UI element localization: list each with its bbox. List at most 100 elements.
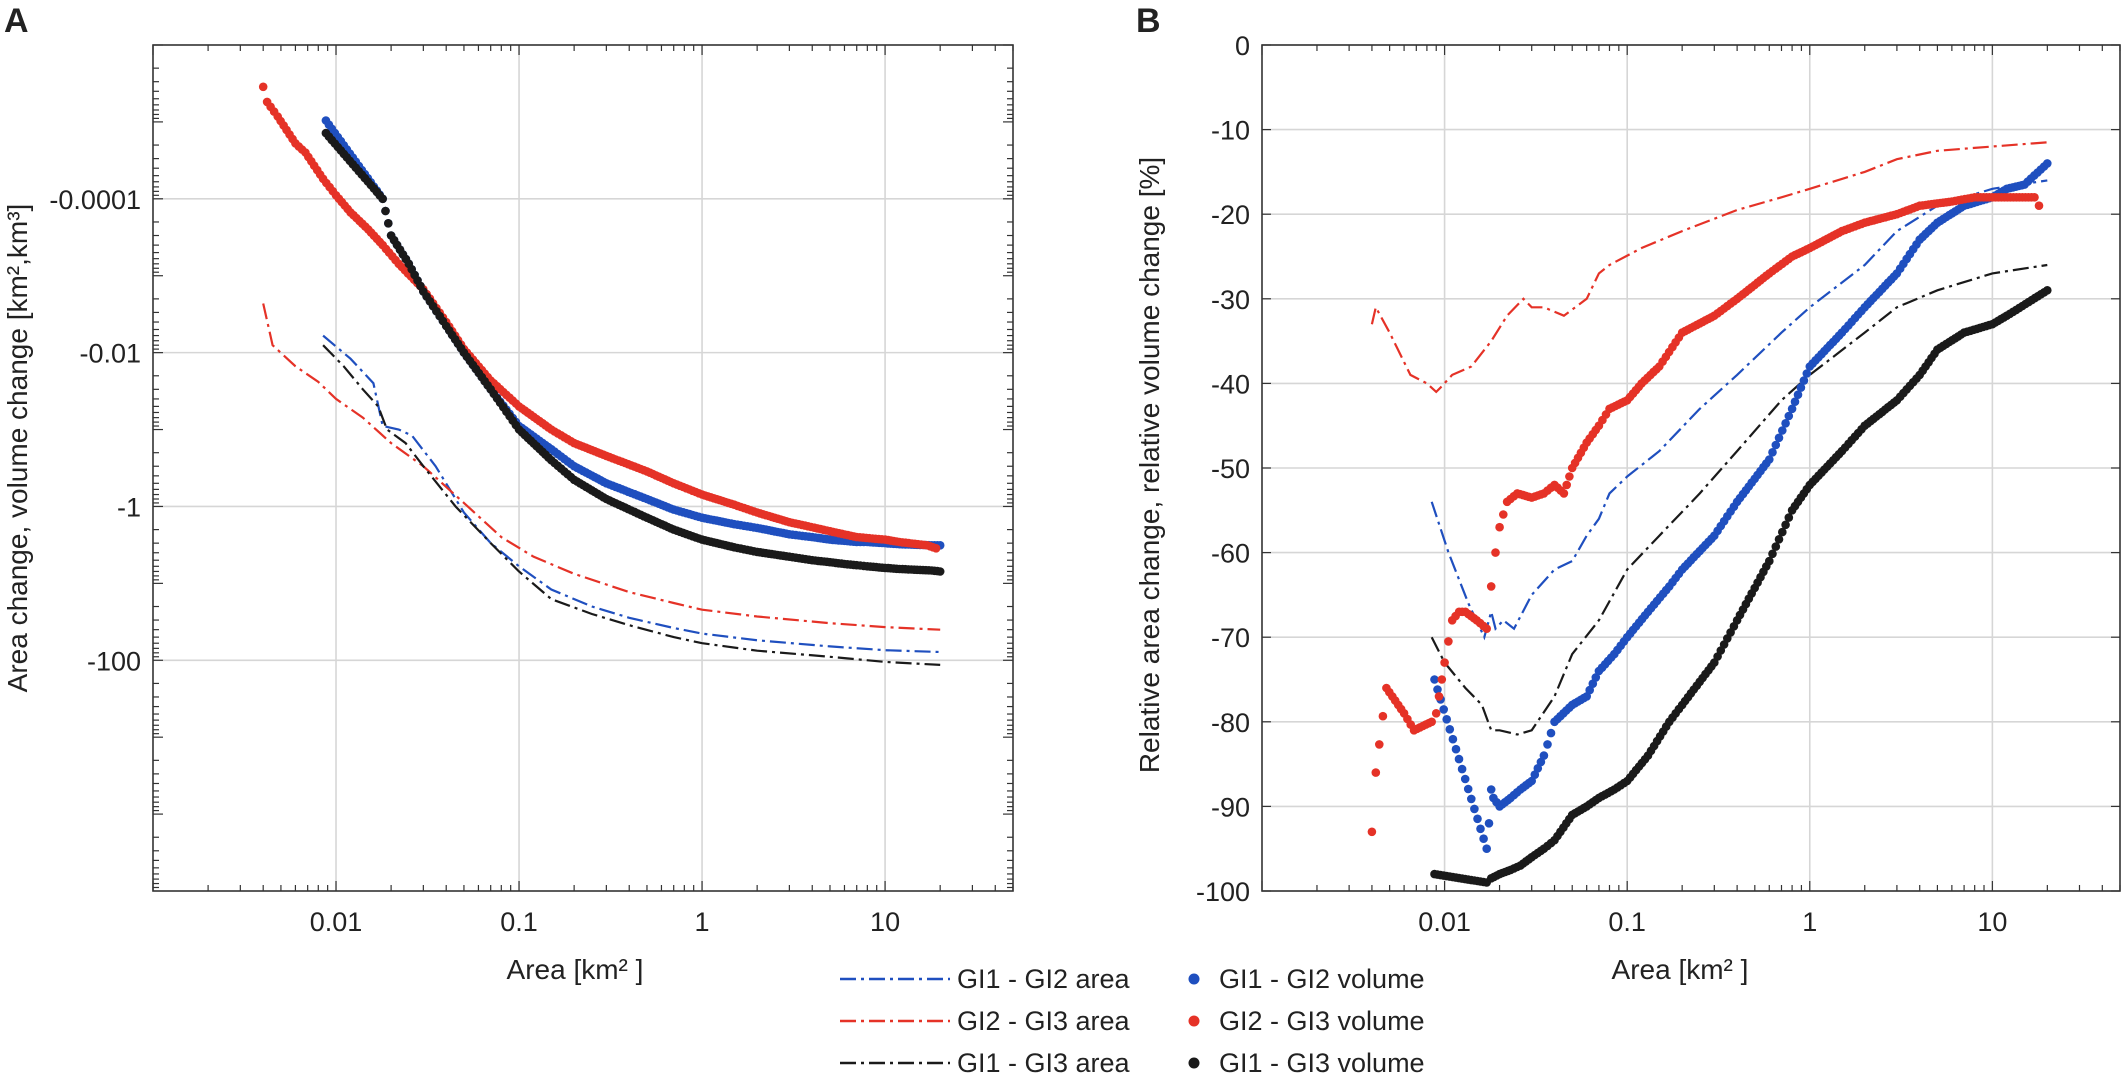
panel-b-data-point [1539,751,1549,760]
legend: GI1 - GI2 area GI2 - GI3 area GI1 - GI3 … [840,964,1425,1078]
legend-item-gi1-gi2-volume: GI1 - GI2 volume [1188,964,1425,994]
panel-b-data-point [1771,440,1781,450]
panel-b-data-point [1479,834,1488,843]
panel-b-y-tick-label: -70 [1211,623,1250,653]
panel-b-data-point [1427,717,1436,727]
panel-a-chart: A 0.01 0.1 1 10 -0.0001 -0.01 -1 -100 Area [km²… [2,2,1014,985]
panel-b-data-point [1486,582,1496,591]
panel-a-series-gi1-gi2-volume [321,116,945,550]
panel-b-data-point [1367,827,1377,837]
legend-item-gi2-gi3-area: GI2 - GI3 area [840,1006,1131,1036]
panel-b-data-point [1530,770,1540,779]
panel-b-data-point [1543,740,1552,749]
panel-b-series [1367,141,2052,887]
panel-b-data-point [1482,624,1491,633]
panel-b-data-point [1442,715,1451,724]
panel-b-data-point [1371,768,1381,777]
panel-a-data-point [384,219,393,228]
panel-b-y-tick-label: -80 [1211,708,1250,738]
panel-a-x-tick-label: 10 [870,907,900,937]
panel-b-y-tick-label: 0 [1235,31,1250,61]
panel-b-series-gi1-gi2-area [1430,179,2048,641]
panel-a-x-tick-label: 0.01 [310,907,363,937]
legend-label: GI1 - GI2 volume [1219,964,1425,994]
panel-b-data-point [1440,658,1449,667]
panel-b-y-axis-label: Relative area change, relative volume ch… [1134,157,1165,773]
panel-b-series-gi2-gi3-area [1370,141,2048,394]
panel-b-data-point [1771,542,1781,551]
panel-b-data-point [1454,754,1464,764]
panel-b-data-point [1470,804,1479,814]
panel-b-data-point [1774,535,1784,544]
panel-b-data-point [2030,193,2039,202]
panel-b-data-point [1781,520,1790,530]
panel-a-ticks: 0.01 0.1 1 10 -0.0001 -0.01 -1 -100 [49,44,1014,937]
panel-a-data-point [258,82,268,92]
panel-b-data-point [1784,411,1794,421]
panel-b-data-point [1445,725,1455,734]
legend-item-gi1-gi3-volume: GI1 - GI3 volume [1188,1048,1425,1078]
panel-a-x-tick-label: 0.1 [500,907,538,937]
panel-a-letter: A [4,2,29,40]
panel-b-data-point [1439,705,1448,714]
legend-label: GI2 - GI3 volume [1219,1006,1425,1036]
panel-b-data-point [1562,480,1571,490]
panel-b-data-point [1499,510,1508,519]
panel-b-y-tick-label: -10 [1211,116,1250,146]
panel-b-x-tick-label: 0.1 [1608,907,1646,937]
legend-label: GI2 - GI3 area [957,1006,1131,1036]
panel-b-letter: B [1136,2,1161,40]
panel-b-series-gi1-gi2-volume [1430,159,2052,853]
panel-a-data-point [381,206,390,216]
panel-b-data-point [1790,397,1800,407]
panel-b-data-point [2043,159,2052,168]
legend-label: GI1 - GI3 volume [1219,1048,1425,1078]
panel-b-x-tick-label: 1 [1802,907,1817,937]
panel-b-data-point [1796,383,1806,392]
panel-a-series-gi1-gi3-volume [321,128,945,576]
legend-dot-swatch [1188,973,1200,985]
panel-a-series-gi2-gi3-volume [258,82,941,553]
panel-b-data-point [1491,548,1500,557]
legend-item-gi1-gi2-area: GI1 - GI2 area [840,964,1131,994]
panel-b-y-tick-label: -60 [1211,539,1250,569]
panel-b-series-gi1-gi3-area [1430,263,2048,736]
legend-dot-swatch [1188,1015,1200,1027]
panel-b-data-point [1802,369,1812,378]
panel-b-data-point [1793,390,1803,400]
panel-b-data-point [1484,819,1494,828]
panel-a-data-point [931,544,941,553]
panel-b-data-point [1768,549,1777,559]
panel-b-data-point [1444,637,1453,646]
panel-b-data-point [1778,426,1787,435]
panel-b-data-point [1375,740,1384,749]
panel-a-series-gi1-gi3-area [322,344,941,666]
panel-a-y-tick-label: -0.01 [79,339,141,369]
legend-label: GI1 - GI3 area [957,1048,1131,1078]
panel-b-x-tick-label: 0.01 [1418,907,1471,937]
panel-b-y-tick-label: -20 [1211,200,1250,230]
panel-b-data-point [1536,757,1546,767]
panel-b-y-tick-label: -40 [1211,369,1250,399]
panel-a-y-tick-label: -100 [87,646,141,676]
legend-item-gi2-gi3-volume: GI2 - GI3 volume [1188,1006,1425,1036]
panel-b-data-point [1546,728,1556,738]
panel-b-data-point [1467,794,1476,804]
panel-b-data-point [1463,784,1473,794]
panel-a-series [258,82,945,666]
panel-a-data-point [378,194,388,204]
panel-b-data-point [1430,675,1439,684]
panel-a-y-tick-label: -1 [117,492,141,522]
panel-a-grid [153,45,1013,891]
panel-b-data-point [1433,685,1442,694]
panel-a-y-axis-label: Area change, volume change [km²,km³] [2,204,33,693]
panel-b-data-point [1431,709,1441,718]
panel-b-data-point [1784,513,1794,522]
legend-dot-swatch [1188,1057,1200,1069]
panel-b-data-point [1437,675,1447,684]
panel-b-data-point [1378,711,1388,721]
panel-b-data-point [1768,448,1777,457]
panel-b-data-point [1787,404,1797,414]
panel-a-plot-frame [152,44,1014,892]
